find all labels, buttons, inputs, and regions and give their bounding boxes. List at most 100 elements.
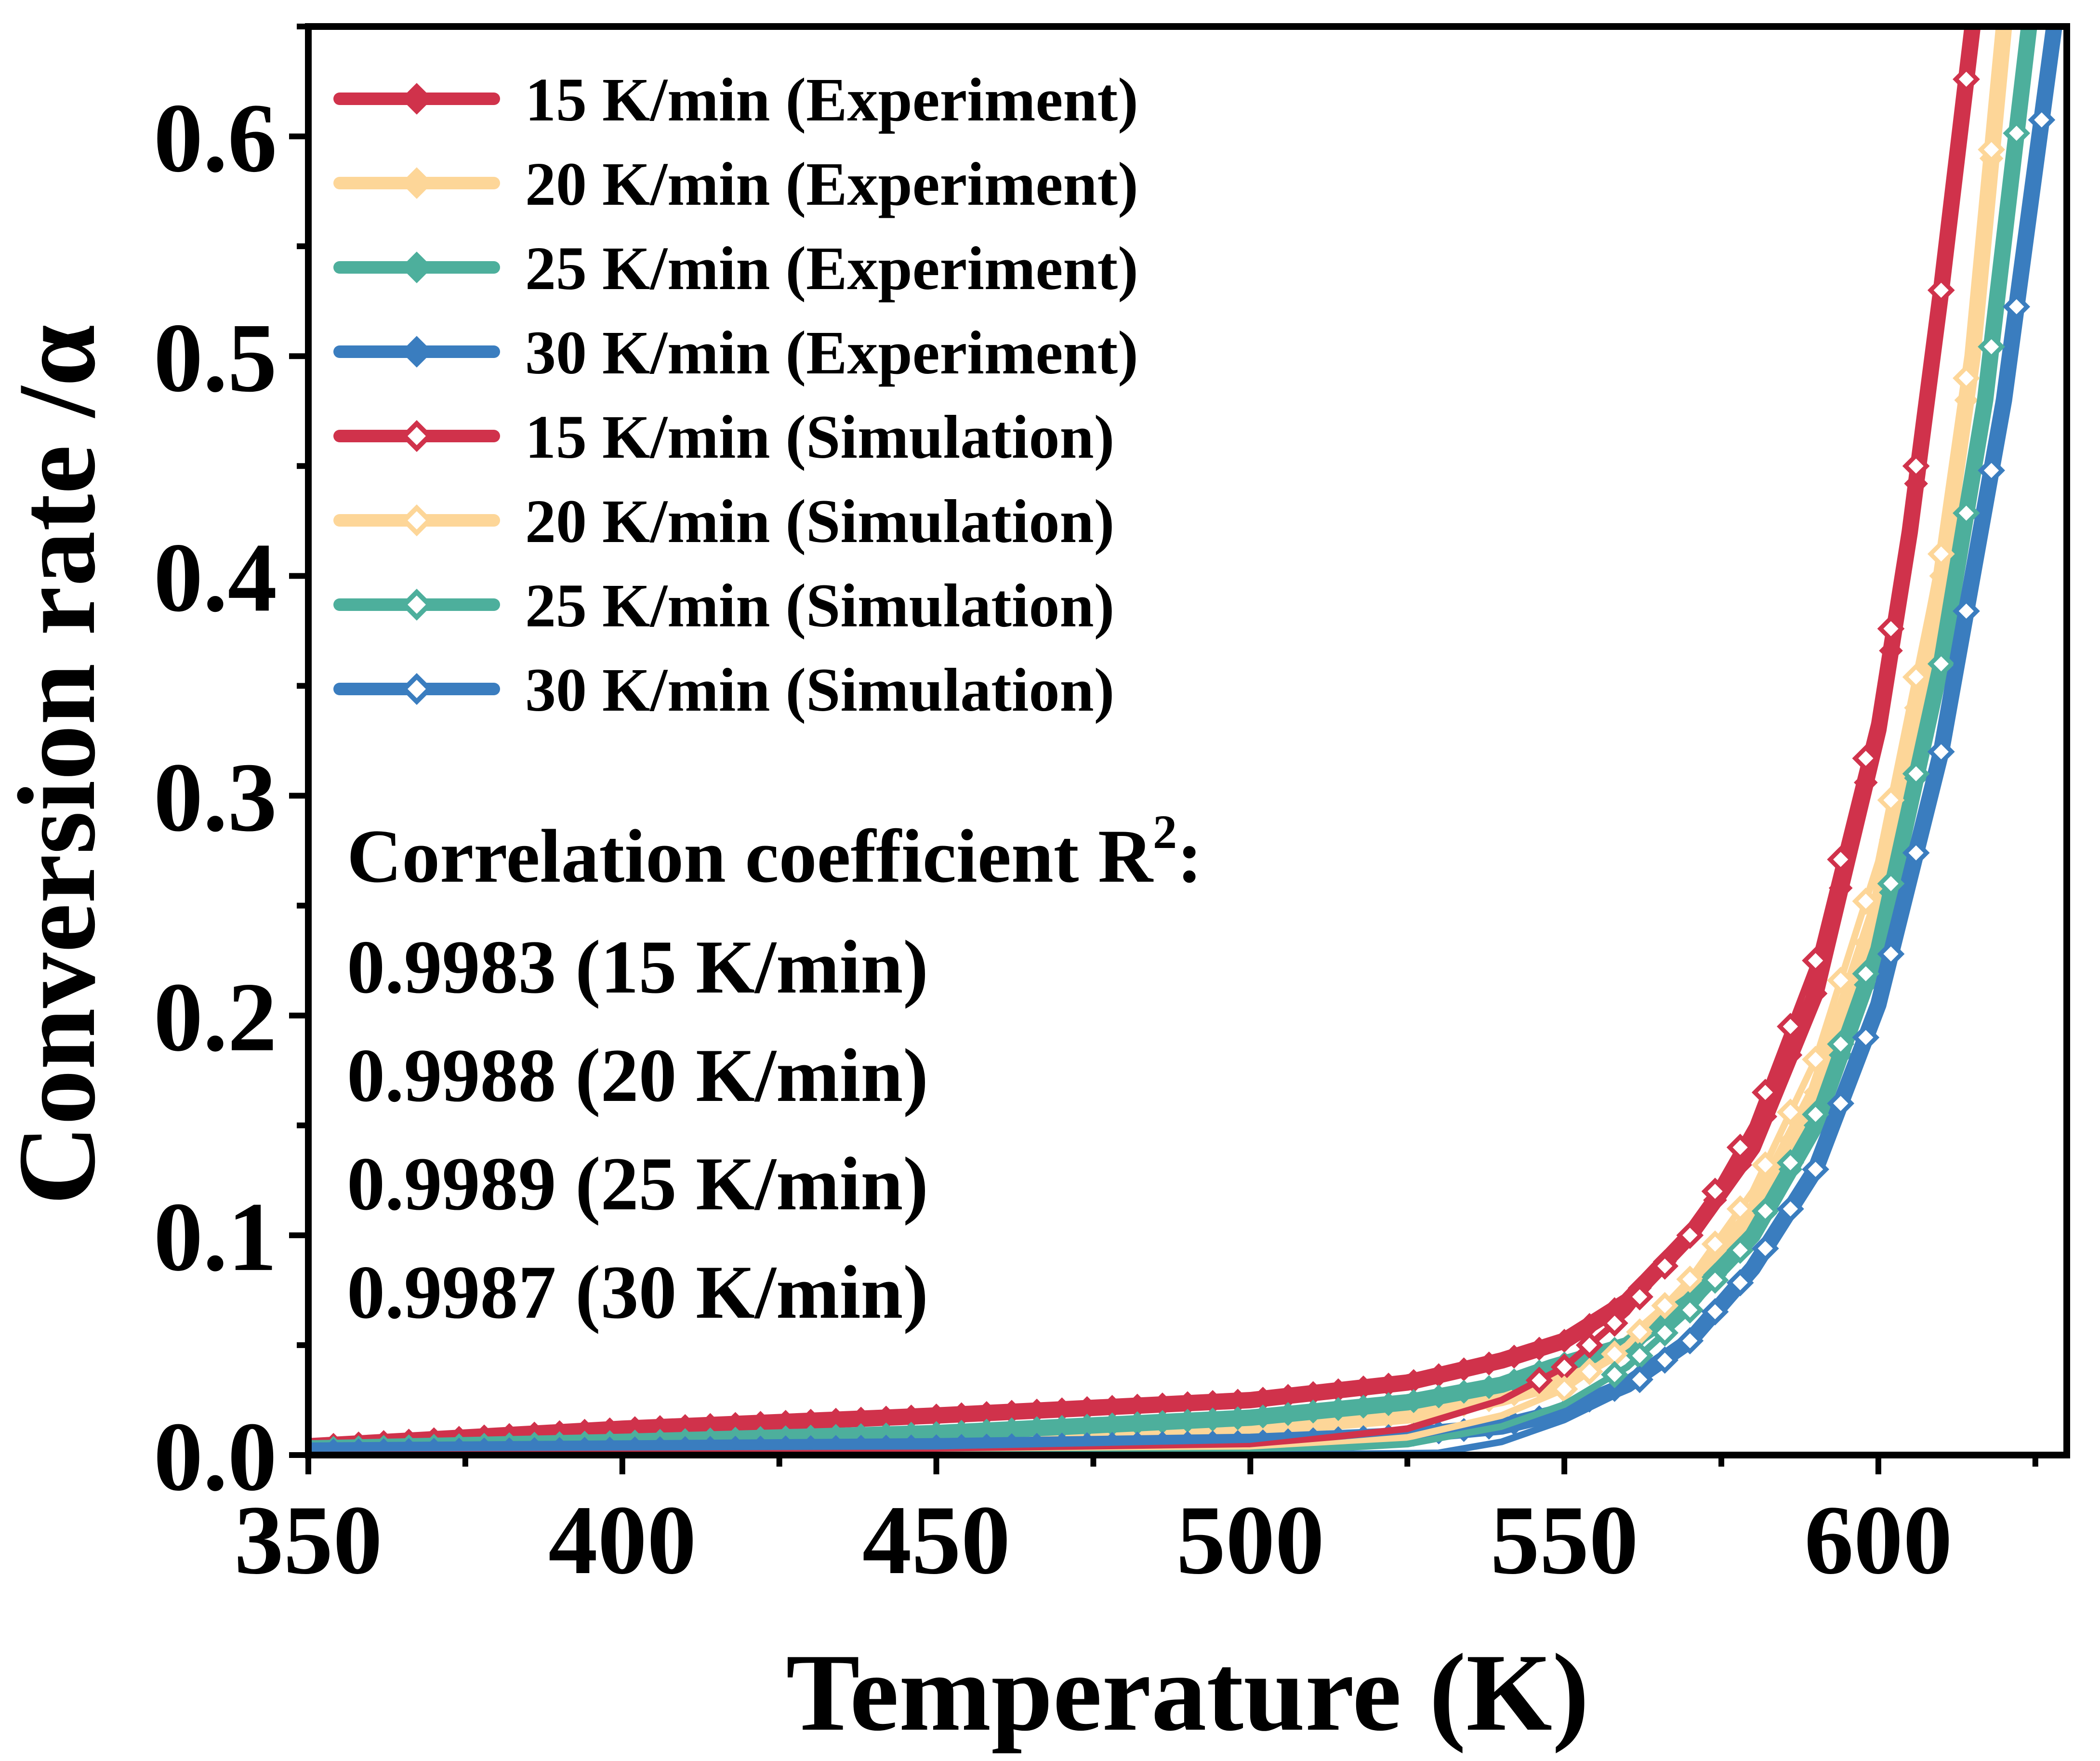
correlation-heading: Correlation coefficient R2: bbox=[347, 805, 1202, 899]
data-point bbox=[1978, 457, 2005, 484]
data-point bbox=[1927, 738, 1955, 766]
y-tick-label: 0.0 bbox=[154, 1402, 277, 1511]
legend-label: 30 K/min (Simulation) bbox=[525, 656, 1114, 724]
legend-label: 30 K/min (Experiment) bbox=[525, 318, 1138, 387]
data-point bbox=[1626, 1283, 1653, 1311]
legend-item: 20 K/min (Experiment) bbox=[333, 150, 1138, 218]
data-point bbox=[1927, 650, 1955, 678]
data-point bbox=[1550, 1375, 1578, 1403]
data-point bbox=[1626, 1365, 1653, 1393]
data-point bbox=[1301, 1399, 1325, 1424]
data-point bbox=[1978, 136, 2005, 163]
data-point bbox=[1852, 960, 1880, 988]
data-point bbox=[1802, 947, 1829, 975]
data-point bbox=[1527, 1337, 1551, 1361]
legend-label: 25 K/min (Experiment) bbox=[525, 234, 1138, 303]
data-point bbox=[1651, 1252, 1679, 1280]
data-point bbox=[1777, 1013, 1804, 1040]
data-point bbox=[1601, 1309, 1628, 1337]
legend: 15 K/min (Experiment) 20 K/min (Experimen… bbox=[333, 66, 1138, 724]
data-point bbox=[1877, 940, 1905, 968]
data-point bbox=[1777, 1195, 1804, 1223]
legend-marker bbox=[401, 252, 433, 283]
x-tick-label: 350 bbox=[234, 1485, 383, 1595]
data-point bbox=[1751, 1078, 1779, 1106]
data-point bbox=[422, 1438, 446, 1455]
data-point bbox=[1777, 1149, 1804, 1177]
data-point bbox=[1902, 839, 1930, 867]
y-tick-label: 0.6 bbox=[154, 83, 277, 193]
data-point bbox=[2003, 293, 2031, 320]
data-point bbox=[1827, 1030, 1855, 1058]
data-point bbox=[371, 1438, 396, 1455]
data-point bbox=[1953, 597, 1980, 625]
data-point bbox=[1802, 1100, 1829, 1128]
legend-marker bbox=[401, 83, 433, 115]
data-point bbox=[321, 1438, 345, 1455]
y-tick-label: 0.1 bbox=[154, 1182, 277, 1292]
correlation-line: 0.9988 (20 K/min) bbox=[347, 1033, 928, 1118]
data-point bbox=[1953, 499, 1980, 527]
data-point bbox=[1401, 1389, 1426, 1413]
x-tick-label: 400 bbox=[548, 1485, 697, 1595]
data-point bbox=[1726, 1134, 1754, 1161]
data-point bbox=[1953, 364, 1980, 392]
data-point bbox=[1502, 1344, 1526, 1369]
axes-layer: 350 400 450 500 550 600 0.0 0.1 0.2 0.3 0.4 0.5 0.6 T… bbox=[0, 23, 2070, 1754]
data-point bbox=[1751, 1234, 1779, 1262]
data-point bbox=[1226, 1406, 1250, 1430]
data-point bbox=[447, 1437, 471, 1455]
data-point bbox=[1877, 786, 1905, 814]
legend-label: 25 K/min (Simulation) bbox=[525, 571, 1114, 640]
data-point bbox=[1927, 277, 1955, 304]
correlation-superscript: 2 bbox=[1153, 805, 1177, 859]
data-point bbox=[1426, 1384, 1451, 1409]
series-line bbox=[308, 26, 1976, 1455]
data-point bbox=[1552, 1328, 1576, 1353]
legend-item: 25 K/min (Simulation) bbox=[333, 571, 1114, 640]
legend-item: 30 K/min (Simulation) bbox=[333, 656, 1114, 724]
y-tick-label: 0.4 bbox=[154, 523, 277, 632]
data-point bbox=[1326, 1397, 1350, 1421]
data-point bbox=[396, 1438, 421, 1455]
correlation-annotation: Correlation coefficient R2: 0.9983 (15 K… bbox=[347, 805, 1202, 1335]
data-point bbox=[1676, 1296, 1704, 1324]
data-point bbox=[1827, 846, 1855, 874]
data-point bbox=[497, 1437, 521, 1455]
legend-item: 15 K/min (Experiment) bbox=[333, 66, 1138, 134]
series-layer bbox=[308, 26, 2062, 1455]
x-tick-label: 500 bbox=[1176, 1485, 1325, 1595]
data-point bbox=[2028, 106, 2056, 134]
legend-label: 20 K/min (Experiment) bbox=[525, 150, 1138, 218]
data-point bbox=[1276, 1402, 1300, 1426]
data-point bbox=[1803, 981, 1828, 1006]
data-point bbox=[1726, 1236, 1754, 1264]
data-point bbox=[1376, 1392, 1400, 1417]
data-point bbox=[1751, 1197, 1779, 1225]
x-tick-label: 550 bbox=[1490, 1485, 1638, 1595]
legend-marker bbox=[401, 167, 433, 199]
data-point bbox=[1701, 1178, 1729, 1205]
data-point bbox=[2003, 119, 2031, 147]
data-point bbox=[1852, 1023, 1880, 1051]
data-point bbox=[1726, 1269, 1754, 1297]
plot-frame bbox=[305, 23, 2070, 1458]
data-point bbox=[1802, 1155, 1829, 1183]
data-point bbox=[1676, 1327, 1704, 1355]
legend-item: 30 K/min (Experiment) bbox=[333, 318, 1138, 387]
legend-marker bbox=[400, 420, 433, 452]
data-point bbox=[1701, 1230, 1729, 1258]
data-point bbox=[1676, 1265, 1704, 1293]
data-point bbox=[1827, 1089, 1855, 1117]
data-point bbox=[1651, 1292, 1679, 1320]
data-point bbox=[1251, 1404, 1275, 1429]
data-point bbox=[1701, 1266, 1729, 1294]
correlation-heading-text: Correlation coefficient R bbox=[347, 814, 1154, 899]
data-point bbox=[1927, 540, 1955, 568]
legend-marker bbox=[400, 588, 433, 621]
x-tick-label: 600 bbox=[1804, 1485, 1953, 1595]
y-tick-label: 0.3 bbox=[154, 743, 277, 852]
data-point bbox=[1452, 1379, 1476, 1404]
data-point bbox=[1351, 1394, 1375, 1419]
